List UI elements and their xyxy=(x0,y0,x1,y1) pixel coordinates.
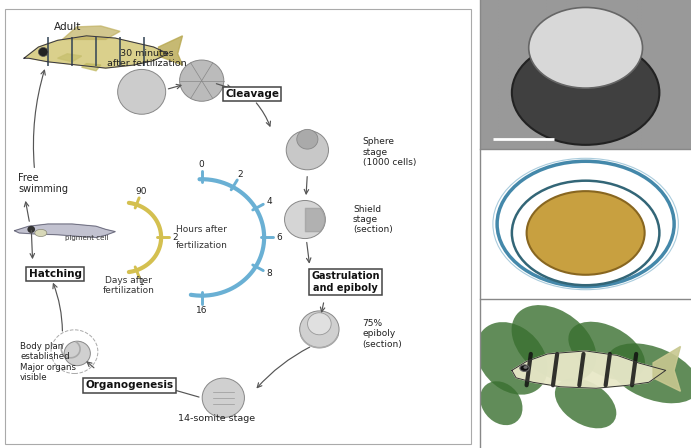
Text: 14-somite stage: 14-somite stage xyxy=(178,414,255,423)
Polygon shape xyxy=(82,64,101,71)
Polygon shape xyxy=(158,36,182,65)
Circle shape xyxy=(117,69,166,114)
Text: 8: 8 xyxy=(266,269,272,278)
Text: Adult: Adult xyxy=(53,22,81,32)
Polygon shape xyxy=(57,54,82,62)
Text: Cleavage: Cleavage xyxy=(225,89,279,99)
Text: 90: 90 xyxy=(135,187,147,197)
Text: Gastrulation
and epiboly: Gastrulation and epiboly xyxy=(312,271,380,293)
Text: Hours after: Hours after xyxy=(176,225,227,234)
Circle shape xyxy=(527,191,645,275)
Circle shape xyxy=(524,366,528,369)
Circle shape xyxy=(520,365,529,371)
Circle shape xyxy=(529,8,643,88)
Text: 30 minutes
after fertilization: 30 minutes after fertilization xyxy=(106,48,187,68)
Circle shape xyxy=(39,47,48,56)
Circle shape xyxy=(28,226,35,233)
Ellipse shape xyxy=(555,378,616,428)
Text: 75%
epiboly
(section): 75% epiboly (section) xyxy=(363,319,402,349)
Text: 6: 6 xyxy=(276,233,283,242)
Text: Days after
fertilization: Days after fertilization xyxy=(102,276,154,295)
Polygon shape xyxy=(62,26,120,39)
Ellipse shape xyxy=(476,322,548,395)
Ellipse shape xyxy=(480,381,522,425)
Text: pigment cell: pigment cell xyxy=(65,235,108,241)
Circle shape xyxy=(307,313,331,335)
Circle shape xyxy=(285,200,325,238)
Circle shape xyxy=(297,129,318,149)
Text: 2: 2 xyxy=(238,170,243,179)
Text: Sphere
stage
(1000 cells): Sphere stage (1000 cells) xyxy=(363,138,416,167)
Text: 0: 0 xyxy=(199,160,205,169)
Text: Hatching: Hatching xyxy=(29,269,82,279)
Polygon shape xyxy=(512,351,665,388)
Circle shape xyxy=(300,311,339,348)
Text: 4: 4 xyxy=(266,197,272,206)
Text: Shield
stage
(section): Shield stage (section) xyxy=(353,205,392,234)
Circle shape xyxy=(512,40,659,145)
Text: 16: 16 xyxy=(196,306,207,314)
Circle shape xyxy=(286,130,328,170)
Ellipse shape xyxy=(569,322,645,380)
Circle shape xyxy=(64,341,91,366)
Polygon shape xyxy=(653,346,681,391)
Ellipse shape xyxy=(607,343,691,403)
Text: 1: 1 xyxy=(138,278,144,288)
Text: 2: 2 xyxy=(173,233,178,242)
Polygon shape xyxy=(24,36,168,68)
Text: Body plan
established
Major organs
visible: Body plan established Major organs visib… xyxy=(20,342,76,382)
Polygon shape xyxy=(15,224,115,237)
Ellipse shape xyxy=(511,305,596,382)
Text: Organogenesis: Organogenesis xyxy=(86,380,173,390)
Ellipse shape xyxy=(35,229,47,237)
Text: fertilization: fertilization xyxy=(176,241,227,250)
Circle shape xyxy=(202,378,245,418)
Text: Free
swimming: Free swimming xyxy=(18,173,68,194)
Circle shape xyxy=(180,60,224,101)
